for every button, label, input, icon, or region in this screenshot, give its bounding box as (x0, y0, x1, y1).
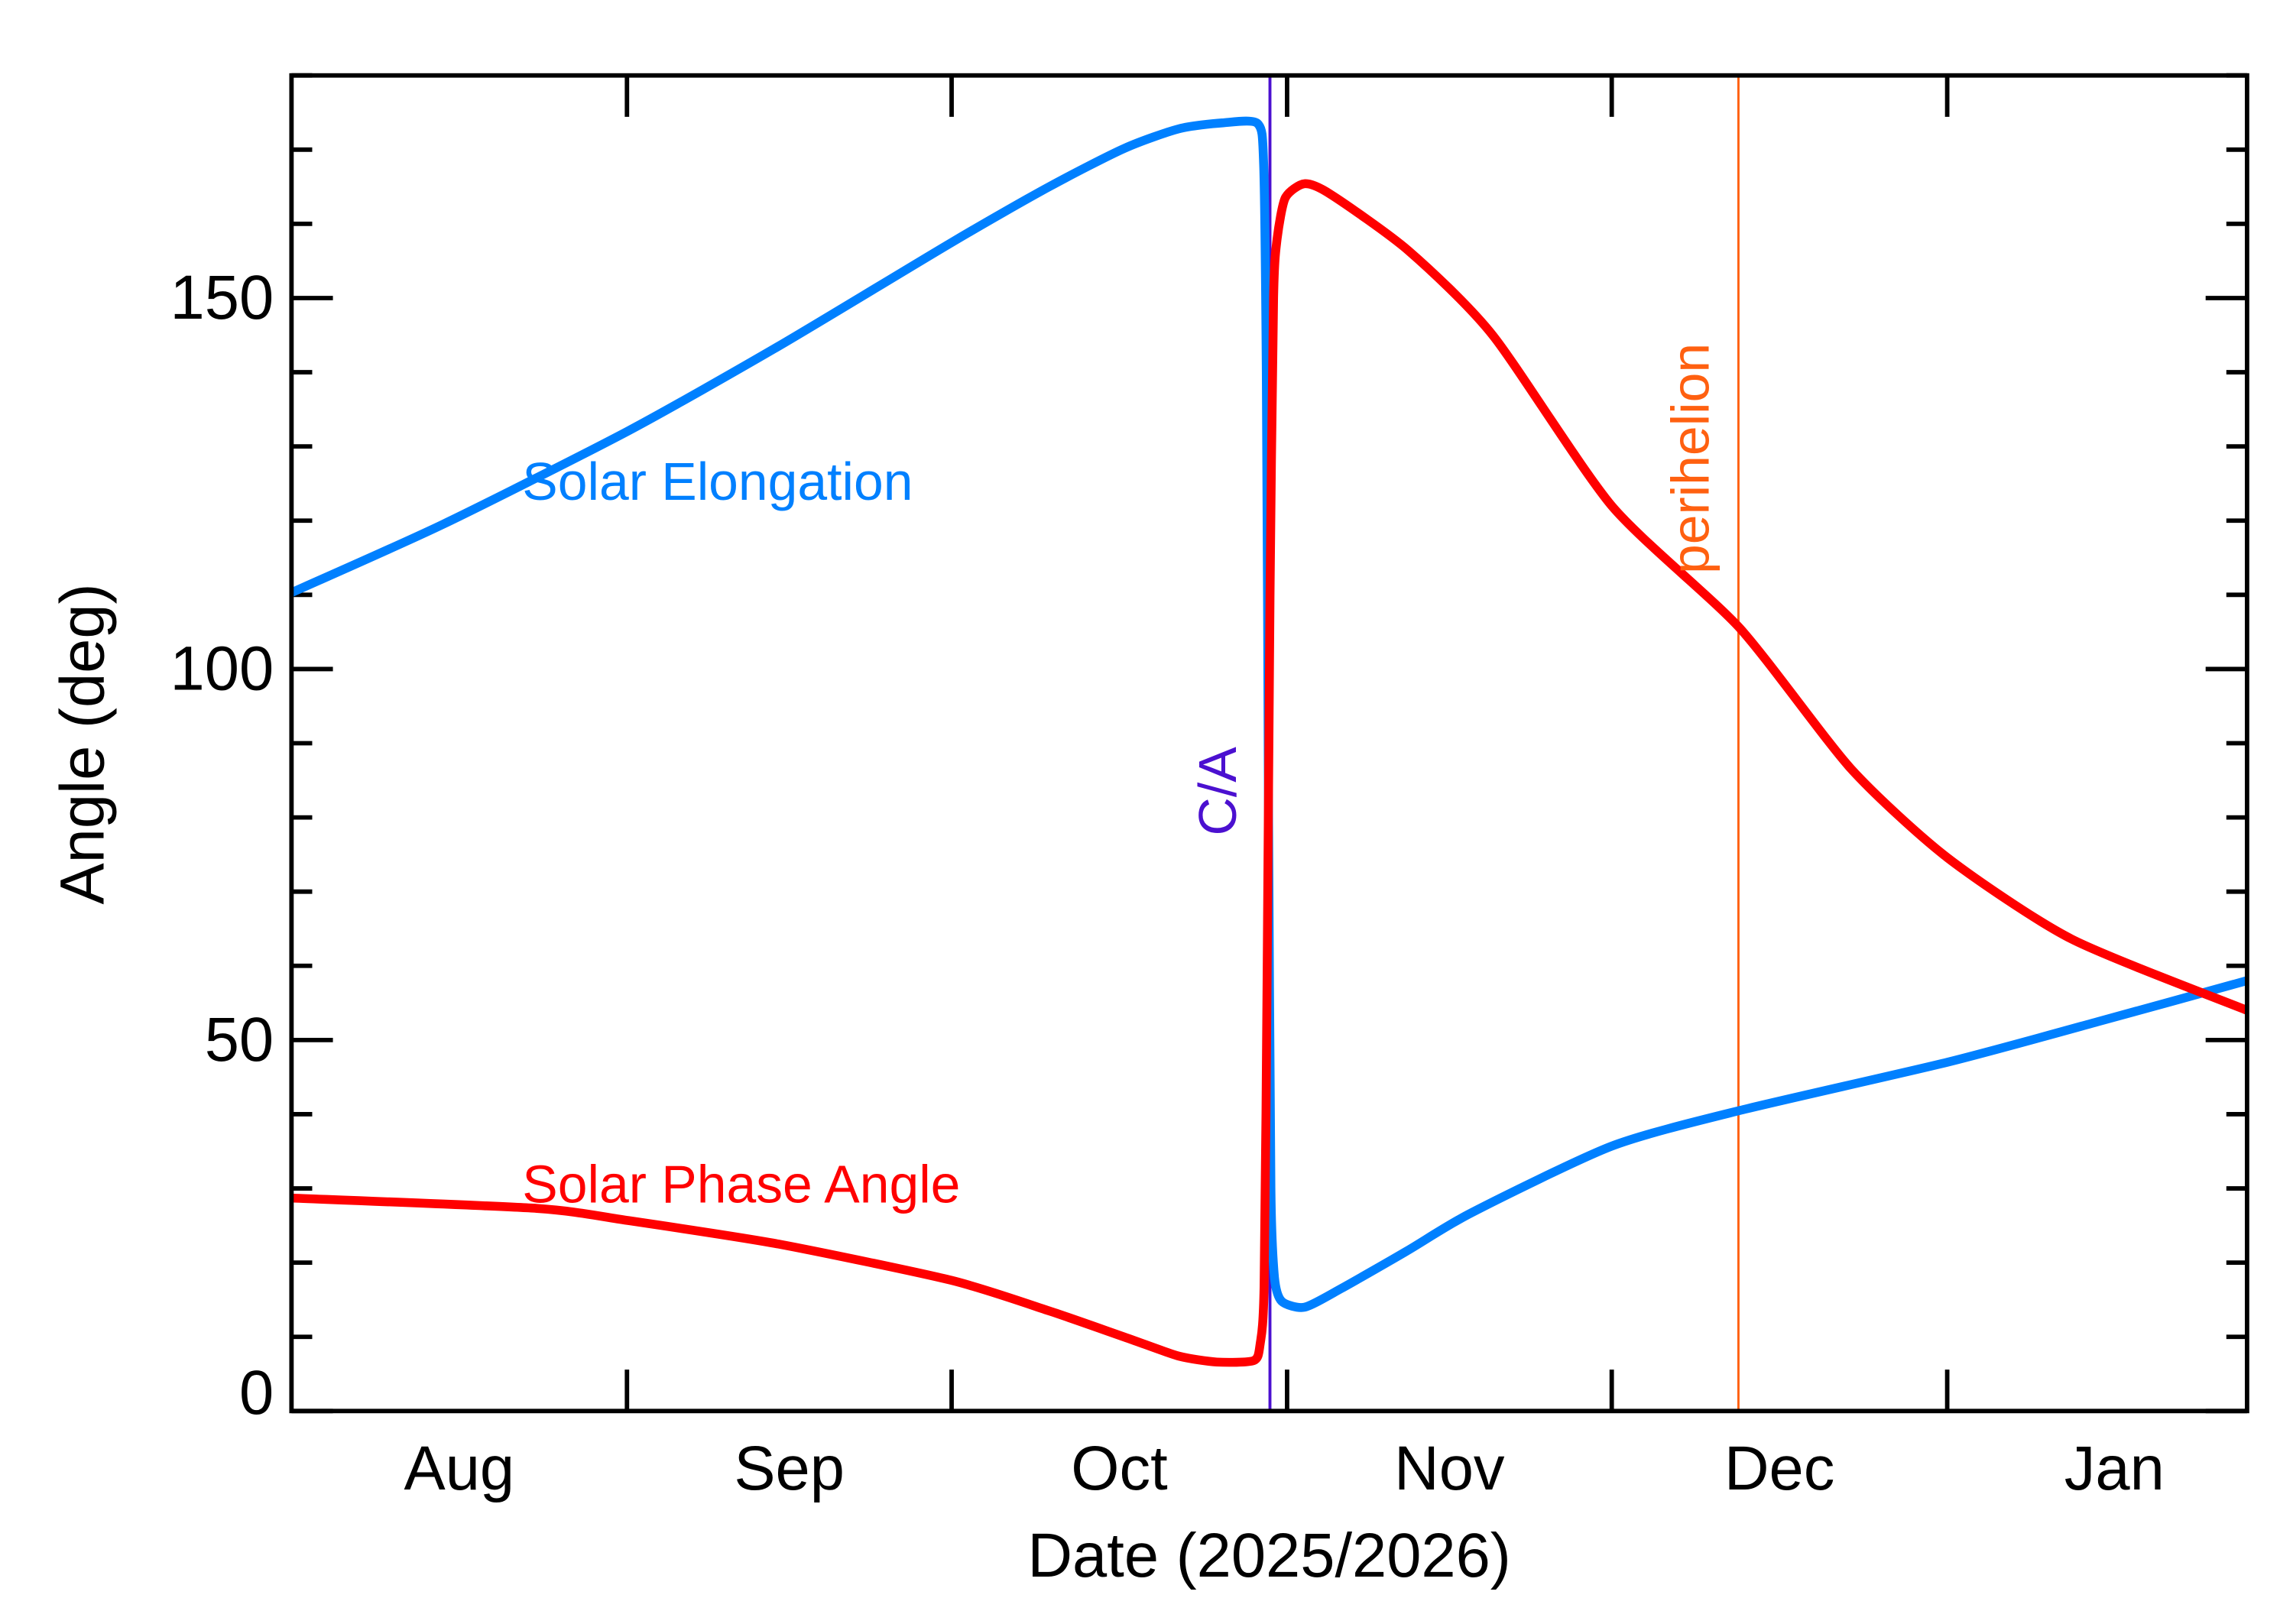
marker-label-perihelion: perihelion (1661, 343, 1721, 574)
x-tick-label: Aug (404, 1434, 515, 1503)
series-line-solar-phase-angle (291, 179, 2249, 1367)
series-label-solar-phase-angle: Solar Phase Angle (522, 1154, 960, 1214)
x-tick-label: Nov (1394, 1434, 1505, 1503)
y-tick-label: 50 (205, 1005, 274, 1075)
y-tick-label: 150 (170, 263, 274, 332)
y-tick-label: 100 (170, 634, 274, 704)
tick-labels: 0 50 100 150 Aug Sep Oct Nov Dec Jan C/A perihelion (170, 263, 2165, 1503)
y-axis-title: Angle (deg) (48, 583, 118, 904)
x-tick-label: Oct (1071, 1434, 1167, 1503)
marker-label-ca: C/A (1188, 747, 1247, 836)
x-tick-label: Dec (1724, 1434, 1835, 1503)
y-tick-label: 0 (239, 1358, 274, 1428)
vertical-markers (1268, 75, 1740, 1412)
plot-frame (289, 73, 2249, 1414)
x-tick-label: Jan (2064, 1434, 2165, 1503)
x-axis-title: Date (2025/2026) (1027, 1521, 1511, 1590)
series-label-solar-elongation: Solar Elongation (522, 452, 913, 511)
series-lines (289, 116, 2249, 1367)
x-tick-label: Sep (734, 1434, 845, 1503)
